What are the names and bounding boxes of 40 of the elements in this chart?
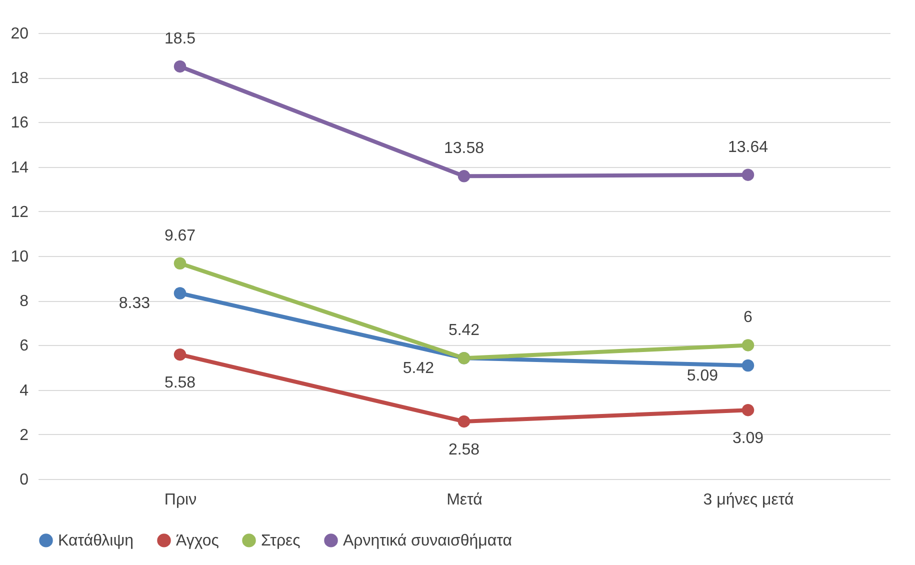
data-label: 18.5: [164, 30, 196, 48]
y-tick-label: 6: [20, 338, 29, 355]
data-label: 3.09: [732, 430, 764, 448]
point: [458, 170, 470, 182]
data-label: 2.58: [448, 441, 480, 458]
y-tick-label: 8: [20, 293, 29, 310]
point: [174, 257, 186, 270]
y-tick-label: 10: [10, 248, 29, 266]
data-label: 13.64: [728, 138, 768, 156]
data-label: 9.67: [164, 227, 196, 244]
data-label: 5.42: [448, 322, 480, 340]
point: [174, 60, 186, 73]
y-tick-label: 2: [20, 426, 29, 444]
data-label: 8.33: [118, 295, 150, 312]
point: [742, 404, 754, 416]
data-label: 13.58: [444, 140, 484, 158]
data-label: 5.42: [402, 360, 434, 378]
data-label: 6: [744, 309, 753, 326]
point: [174, 348, 186, 361]
y-tick-label: 16: [10, 114, 29, 132]
data-label: 5.09: [686, 367, 718, 384]
y-tick-label: 4: [20, 382, 29, 400]
y-tick-label: 20: [10, 26, 29, 42]
x-tick-label: Πριν: [164, 492, 197, 508]
y-tick-label: 0: [20, 472, 29, 488]
point: [742, 168, 754, 181]
y-tick-label: 12: [10, 204, 29, 221]
y-tick-label: 18: [10, 70, 29, 88]
legend-label: Άγχος: [176, 532, 220, 550]
x-tick-label: Μετά: [446, 492, 482, 508]
legend-label: Κατάθλιψη: [58, 532, 134, 550]
point: [742, 339, 754, 352]
point: [174, 287, 186, 300]
point: [742, 359, 754, 372]
data-label: 5.58: [164, 374, 196, 392]
point: [458, 415, 470, 428]
y-tick-label: 14: [10, 159, 29, 176]
x-tick-label: 3 μήνες μετά: [703, 492, 794, 508]
legend-label: Αρνητικά συναισθήματα: [343, 532, 512, 550]
legend-label: Στρες: [261, 532, 301, 550]
